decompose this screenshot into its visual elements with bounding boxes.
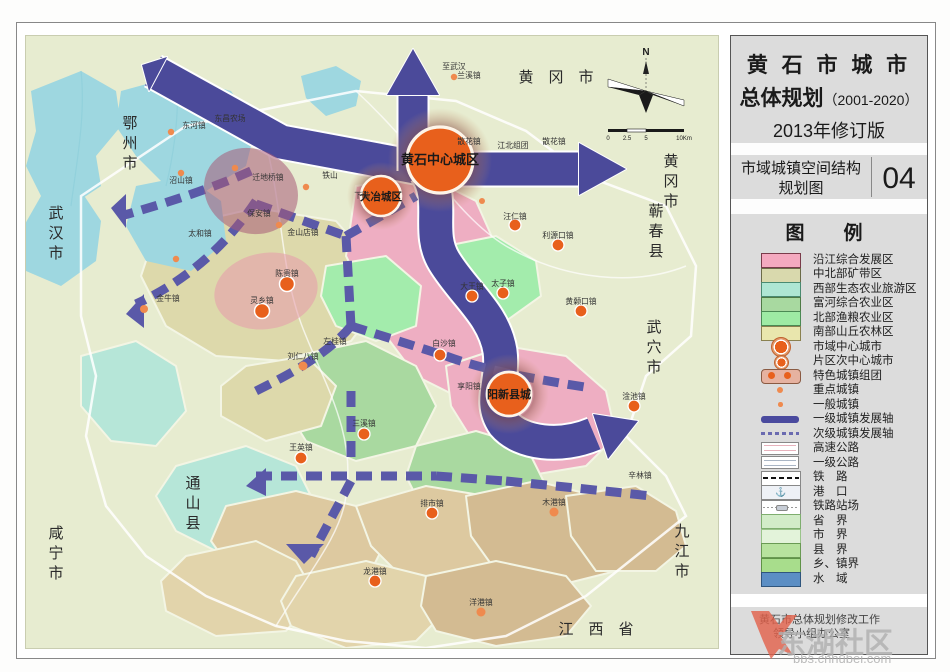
- svg-text:武: 武: [646, 319, 661, 336]
- svg-text:散花镇: 散花镇: [457, 136, 481, 146]
- svg-text:市: 市: [48, 245, 63, 262]
- svg-text:黄: 黄: [663, 153, 678, 170]
- svg-text:市: 市: [646, 359, 661, 376]
- svg-text:市: 市: [48, 565, 63, 582]
- svg-text:陈贵镇: 陈贵镇: [275, 268, 299, 278]
- svg-text:江北组团: 江北组团: [497, 140, 528, 150]
- svg-text:左桂镇: 左桂镇: [323, 336, 347, 346]
- svg-text:江 西 省: 江 西 省: [558, 621, 633, 638]
- svg-text:迁地桥镇: 迁地桥镇: [252, 172, 283, 182]
- svg-text:排市镇: 排市镇: [420, 498, 444, 508]
- svg-text:九: 九: [674, 523, 689, 540]
- svg-text:N: N: [642, 47, 649, 58]
- svg-text:黄石中心城区: 黄石中心城区: [401, 152, 479, 167]
- svg-text:享阳镇: 享阳镇: [457, 381, 481, 391]
- svg-text:辛林镇: 辛林镇: [628, 470, 652, 480]
- svg-text:龙港镇: 龙港镇: [363, 566, 387, 576]
- svg-text:铁山: 铁山: [322, 170, 338, 180]
- svg-text:市: 市: [663, 193, 678, 210]
- svg-text:太子镇: 太子镇: [491, 278, 515, 288]
- svg-text:县: 县: [185, 515, 200, 532]
- svg-text:黄 冈 市: 黄 冈 市: [518, 69, 593, 86]
- svg-text:汪仁镇: 汪仁镇: [503, 211, 527, 221]
- svg-text:利源口镇: 利源口镇: [542, 230, 573, 240]
- svg-text:州: 州: [122, 135, 137, 152]
- svg-text:宁: 宁: [48, 545, 63, 562]
- svg-text:武: 武: [48, 205, 63, 222]
- svg-text:东河镇: 东河镇: [182, 120, 206, 130]
- svg-text:王英镇: 王英镇: [289, 442, 313, 452]
- svg-text:黄颡口镇: 黄颡口镇: [565, 296, 596, 306]
- svg-text:三溪镇: 三溪镇: [352, 418, 376, 428]
- svg-text:2.5: 2.5: [623, 136, 632, 142]
- svg-text:市: 市: [122, 155, 137, 172]
- svg-text:冈: 冈: [663, 173, 678, 190]
- svg-text:散花镇: 散花镇: [542, 136, 566, 146]
- svg-text:金山店镇: 金山店镇: [287, 227, 318, 237]
- svg-text:东昌农场: 东昌农场: [214, 113, 245, 123]
- svg-text:沼山镇: 沼山镇: [169, 175, 193, 185]
- svg-text:灵乡镇: 灵乡镇: [250, 295, 274, 305]
- svg-text:10Km: 10Km: [676, 136, 692, 142]
- svg-text:蕲: 蕲: [648, 203, 663, 220]
- svg-text:咸: 咸: [48, 525, 63, 542]
- svg-text:洋港镇: 洋港镇: [469, 597, 493, 607]
- svg-text:木港镇: 木港镇: [542, 497, 566, 507]
- svg-text:淦池镇: 淦池镇: [622, 391, 646, 401]
- svg-text:山: 山: [185, 495, 200, 512]
- svg-text:下陆: 下陆: [354, 190, 370, 200]
- svg-text:市: 市: [674, 563, 689, 580]
- svg-text:阳新县城: 阳新县城: [487, 387, 531, 401]
- svg-text:汉: 汉: [48, 225, 63, 242]
- svg-text:刘仁八镇: 刘仁八镇: [287, 351, 318, 361]
- svg-text:县: 县: [648, 243, 663, 260]
- svg-text:穴: 穴: [646, 339, 661, 356]
- svg-text:金牛镇: 金牛镇: [156, 293, 180, 303]
- svg-text:春: 春: [648, 223, 663, 240]
- svg-text:白沙镇: 白沙镇: [432, 338, 456, 348]
- svg-text:太和镇: 太和镇: [188, 228, 212, 238]
- svg-text:通: 通: [185, 475, 200, 492]
- svg-text:鄂: 鄂: [122, 115, 137, 132]
- svg-text:保安镇: 保安镇: [247, 208, 271, 218]
- svg-text:兰溪镇: 兰溪镇: [457, 70, 481, 80]
- svg-text:大王镇: 大王镇: [460, 281, 484, 291]
- svg-text:江: 江: [674, 543, 689, 560]
- svg-text:至武汉: 至武汉: [442, 61, 466, 71]
